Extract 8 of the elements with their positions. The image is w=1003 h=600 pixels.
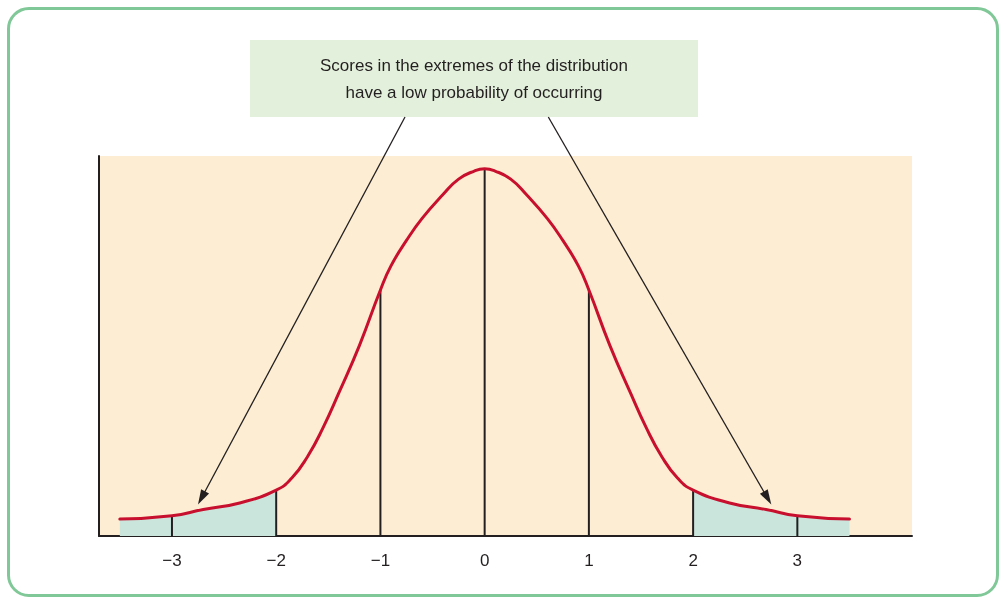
x-tick-label: −1 bbox=[370, 551, 391, 570]
x-tick-label: 2 bbox=[688, 551, 698, 570]
x-tick-label: 0 bbox=[479, 551, 490, 570]
x-tick-label: 1 bbox=[584, 551, 594, 570]
x-tick-label: 3 bbox=[792, 551, 803, 570]
text: Scores in the extremes of the distribution have a low probability of occurring bbox=[318, 54, 629, 104]
x-tick-label: −3 bbox=[162, 551, 182, 570]
x-tick-label: −2 bbox=[266, 551, 286, 570]
